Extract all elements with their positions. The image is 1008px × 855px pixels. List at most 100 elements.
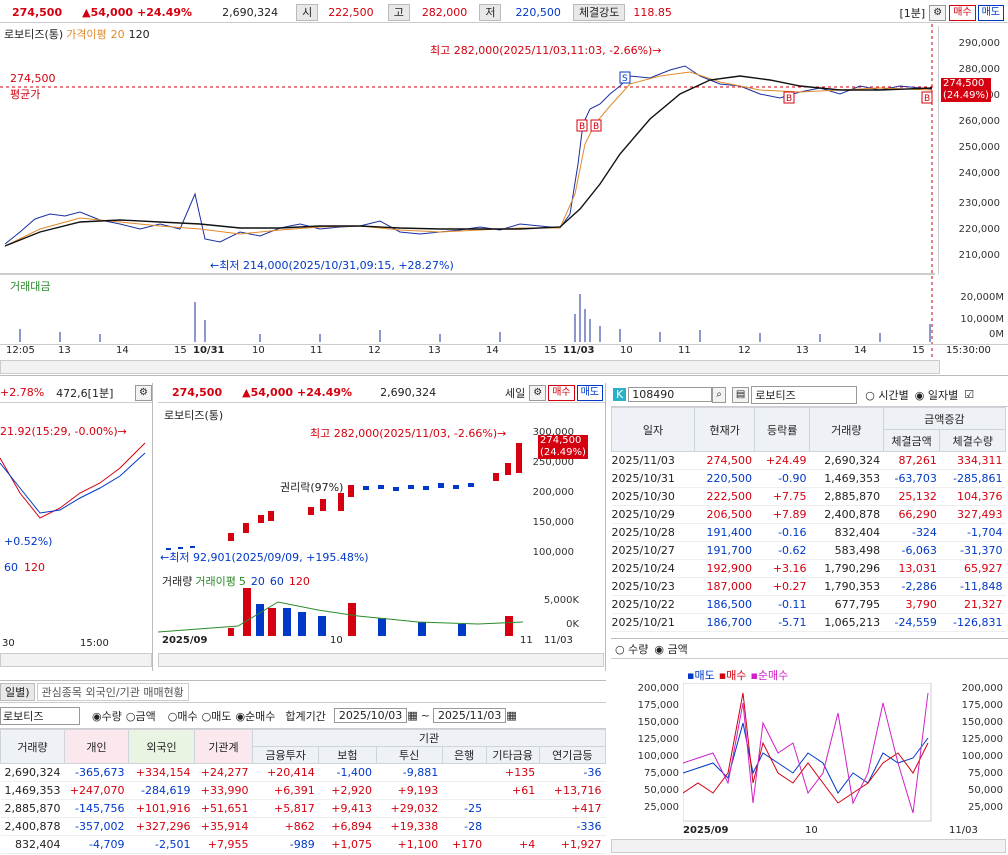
table-cell: -1,704: [939, 523, 1006, 542]
svg-text:B: B: [786, 94, 792, 104]
radio-qty[interactable]: ○ 수량: [615, 642, 649, 656]
daily-chart-panel[interactable]: 274,500 ▲54,000 +24.49% 2,690,324 세일 ⚙ 매…: [158, 383, 606, 671]
checkbox-icon[interactable]: ☑: [964, 388, 975, 401]
table-row[interactable]: 2025/10/21 186,700 -5.71 1,065,213 -24,559 -1…: [611, 613, 1006, 632]
left-note: 21.92(15:29, -0.00%)→: [0, 425, 127, 438]
table-cell: 2025/10/29: [611, 505, 695, 524]
table-cell: -336: [539, 817, 606, 836]
table-cell: +135: [486, 763, 540, 782]
left-pct: +2.78%: [0, 386, 45, 399]
radio-amt[interactable]: ◉ 금액: [654, 642, 688, 656]
main-chart-panel[interactable]: 로보티즈(통) 가격이평 20 120 274,500 평균가 최고 282,0…: [0, 24, 1008, 376]
buy-marker-b: B: [579, 122, 585, 132]
col-trade-qty: 체결수량: [939, 429, 1006, 452]
folder-icon[interactable]: ▤: [731, 386, 750, 403]
col-amount-change[interactable]: 금액증감: [882, 407, 1007, 430]
ytick: 280,000: [958, 64, 1000, 75]
mid-gear-icon[interactable]: ⚙: [529, 384, 547, 401]
left-gear-icon[interactable]: ⚙: [135, 384, 152, 401]
stock-code-input[interactable]: 108490: [628, 387, 713, 402]
mid-sell-button[interactable]: 매도: [576, 384, 603, 401]
table-cell: -31,370: [939, 541, 1006, 560]
table-row[interactable]: 2025/10/27 191,700 -0.62 583,498 -6,063 -31,3…: [611, 541, 1006, 560]
table-row[interactable]: 2,690,324 -365,673 +334,154 +24,277 +20,414-…: [0, 763, 606, 782]
tab-daily[interactable]: 일별): [0, 682, 35, 701]
table-cell: +5,817: [252, 799, 319, 818]
strength-value: 118.85: [633, 6, 672, 19]
left-mini-chart[interactable]: +2.78% 472,6[1분] ⚙ 21.92(15:29, -0.00%)→…: [0, 383, 153, 671]
flow-scrollbar[interactable]: [611, 839, 1006, 853]
table-row[interactable]: 2,885,870 -145,756 +101,916 +51,651 +5,817 +9…: [0, 799, 606, 818]
radio-time[interactable]: ○ 시간별: [865, 388, 909, 402]
settings-gear-icon[interactable]: ⚙: [929, 4, 947, 21]
left-scrollbar[interactable]: [0, 653, 152, 667]
table-cell: 2,690,324: [809, 451, 884, 470]
table-cell: -0.11: [754, 595, 810, 614]
table-cell: -2,501: [128, 835, 195, 854]
radio-b-sell[interactable]: ○매도: [201, 709, 232, 723]
radio-b-qty[interactable]: ◉수량: [92, 709, 122, 723]
radio-day[interactable]: ◉ 일자별: [914, 388, 959, 402]
ytick: 175,000: [961, 700, 1003, 711]
vol-ma-label: 거래이평: [195, 575, 236, 588]
daily-table-panel[interactable]: K 108490 ⌕ ▤ 로보티즈 ○ 시간별 ◉ 일자별 ☑ 일자 현재가 등…: [611, 383, 1008, 638]
table-cell: +6,894: [318, 817, 377, 836]
table-row[interactable]: 1,469,353 +247,070 -284,619 +33,990 +6,391 +2…: [0, 781, 606, 800]
radio-b-net[interactable]: ◉순매수: [235, 709, 276, 723]
interval-selector[interactable]: [1분]: [899, 6, 926, 20]
flow-chart-panel[interactable]: ○ 수량 ◉ 금액 ▪ 매도 ▪ 매수 ▪ 순매수 200,000 175,000 1…: [611, 638, 1008, 855]
ytick: 250,000: [958, 142, 1000, 153]
ytick: 50,000: [644, 785, 679, 796]
table-cell: +35,914: [194, 817, 253, 836]
xtick: 11: [678, 345, 691, 356]
sell-button[interactable]: 매도: [977, 4, 1004, 21]
table-cell: 13,031: [883, 559, 940, 578]
table-row[interactable]: 2,400,878 -357,002 +327,296 +35,914 +862 +6,8…: [0, 817, 606, 836]
legend-ma120: 120: [128, 27, 150, 41]
investor-panel[interactable]: 일별) 관심종목 외국인/기관 매매현황 로보티즈 ◉수량 ○금액 ○매수 ○매…: [0, 680, 607, 855]
period-from-input[interactable]: 2025/10/03: [333, 708, 408, 723]
table-row[interactable]: 832,404 -4,709 -2,501 +7,955 -989 +1,075 +1,10…: [0, 835, 606, 854]
left-chart-svg: [0, 442, 146, 519]
calendar-icon[interactable]: ▦: [506, 709, 517, 722]
open-label: 시: [296, 4, 319, 21]
volume-bars: [19, 294, 931, 342]
table-row[interactable]: 2025/10/30 222,500 +7.75 2,885,870 25,132 104…: [611, 487, 1006, 506]
radio-amt-label: 금액: [667, 642, 688, 656]
table-row[interactable]: 2025/10/31 220,500 -0.90 1,469,353 -63,703 -2…: [611, 469, 1006, 488]
table-cell: +417: [539, 799, 606, 818]
table-row[interactable]: 2025/11/03 274,500 +24.49 2,690,324 87,261 33…: [611, 451, 1006, 470]
period-to-input[interactable]: 2025/11/03: [432, 708, 507, 723]
table-cell: +33,990: [194, 781, 253, 800]
table-row[interactable]: 2025/10/23 187,000 +0.27 1,790,353 -2,286 -11…: [611, 577, 1006, 596]
xtick: 12:05: [6, 345, 35, 356]
col-foreign: 외국인: [128, 729, 195, 764]
table-row[interactable]: 2025/10/29 206,500 +7.89 2,400,878 66,290 327…: [611, 505, 1006, 524]
main-legend: 로보티즈(통) 가격이평 20 120: [4, 26, 150, 42]
table-row[interactable]: 2025/10/22 186,500 -0.11 677,795 3,790 21,327: [611, 595, 1006, 614]
bottom-stock-field[interactable]: 로보티즈: [0, 706, 80, 725]
col-institution: 기관: [252, 729, 606, 747]
mid-buy-button[interactable]: 매수: [548, 384, 575, 401]
radio-b-amt[interactable]: ○금액: [125, 709, 156, 723]
calendar-icon[interactable]: ▦: [407, 709, 418, 722]
svg-text:B: B: [593, 122, 599, 132]
ytick: 100,000: [532, 547, 574, 558]
radio-b-buy[interactable]: ○매수: [167, 709, 198, 723]
search-icon[interactable]: ⌕: [712, 386, 726, 403]
mid-scrollbar[interactable]: [158, 653, 604, 667]
time-label: 15:30:00: [946, 345, 991, 356]
table-row[interactable]: 2025/10/24 192,900 +3.16 1,790,296 13,031 65,…: [611, 559, 1006, 578]
xtick: 11: [520, 635, 533, 646]
main-chart-scrollbar[interactable]: [0, 360, 940, 374]
table-row[interactable]: 2025/10/28 191,400 -0.16 832,404 -324 -1,704: [611, 523, 1006, 542]
stock-name-field[interactable]: 로보티즈: [751, 385, 858, 404]
buy-button[interactable]: 매수: [949, 4, 976, 21]
open-price: 222,500: [328, 6, 374, 19]
vol-ma120: 120: [288, 574, 310, 588]
ytick: 100,000: [961, 751, 1003, 762]
col-bank: 은행: [441, 746, 487, 764]
radio-b-net-label: 순매수: [245, 709, 276, 723]
tab-watchlist-flow[interactable]: 관심종목 외국인/기관 매매현황: [36, 682, 189, 701]
mid-period-tab[interactable]: 세일: [504, 386, 526, 400]
